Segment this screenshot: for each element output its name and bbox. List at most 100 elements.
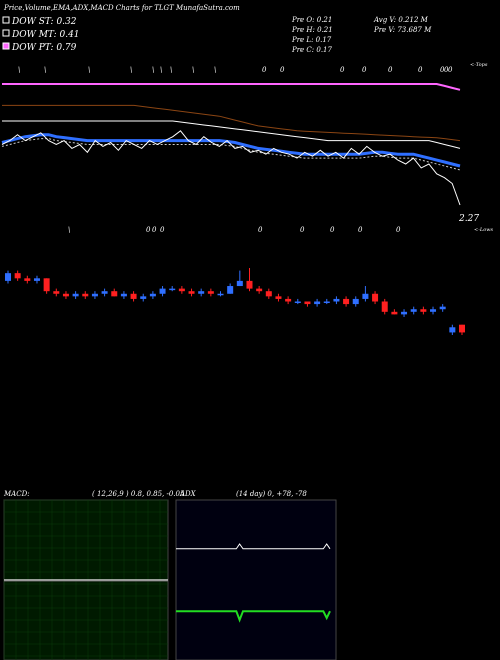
low-marker-row: \ 0 0 0 0 0 0 0 0: [68, 226, 401, 234]
candle-body: [333, 298, 340, 302]
low-marker: 0: [152, 226, 157, 234]
top-marker: 0: [280, 66, 285, 74]
candle-body: [159, 288, 166, 294]
top-marker: 0: [440, 66, 445, 74]
top-marker: 0: [448, 66, 453, 74]
prev-high: Pre H: 0.21: [291, 26, 333, 34]
candle-body: [304, 301, 311, 305]
top-marker: \: [130, 66, 132, 74]
top-marker: \: [160, 66, 162, 74]
candle-body: [33, 278, 40, 281]
legend-swatch-st: [2, 16, 10, 24]
candle-body: [449, 327, 456, 333]
low-marker: 0: [358, 226, 363, 234]
candle-body: [140, 296, 147, 299]
top-marker: 0: [362, 66, 367, 74]
candle-body: [256, 288, 263, 292]
price-info: Pre O: 0.21 Pre H: 0.21 Pre L: 0.17 Pre …: [291, 16, 432, 54]
prev-volume: Pre V: 73.687 M: [373, 26, 432, 34]
legend-dow-mt: DOW MT: 0.41: [11, 30, 80, 40]
candle-body: [178, 288, 185, 292]
candle-body: [5, 273, 11, 281]
candle-body: [62, 293, 69, 297]
top-marker: \: [192, 66, 194, 74]
adx-params: (14 day) 0, +78, -78: [236, 490, 307, 498]
low-marker: 0: [160, 226, 165, 234]
ema-line-2: [2, 120, 461, 149]
candle-body: [207, 291, 214, 294]
candle-body: [275, 296, 282, 299]
candle-body: [169, 288, 176, 291]
top-marker: 0: [418, 66, 423, 74]
candle-body: [410, 309, 417, 312]
candle-body: [430, 309, 437, 312]
candle-body: [352, 298, 359, 305]
top-marker: \: [170, 66, 172, 74]
candle-body: [188, 291, 195, 294]
candle-body: [401, 311, 408, 315]
candle-body: [314, 301, 321, 305]
ema-line-1: [2, 104, 461, 142]
candle-body: [459, 324, 465, 333]
adx-lines: [176, 543, 331, 623]
candlestick-series: [5, 268, 465, 335]
legend-dow-st: DOW ST: 0.32: [11, 17, 77, 27]
candle-body: [439, 306, 446, 310]
macd-title: MACD:: [3, 490, 30, 498]
top-marker: \: [88, 66, 90, 74]
candle-body: [391, 311, 398, 315]
top-marker: 0: [388, 66, 393, 74]
candle-body: [285, 298, 292, 302]
candle-body: [130, 293, 137, 299]
candle-body: [120, 293, 127, 297]
price-ema-lines: [1, 83, 461, 206]
candle-body: [43, 278, 50, 292]
candle-body: [236, 280, 243, 287]
ema-line-5: [1, 130, 461, 206]
top-marker: 0: [340, 66, 345, 74]
candle-body: [91, 293, 98, 297]
candle-body: [323, 301, 330, 303]
legend-swatch-mt: [2, 29, 10, 37]
candle-body: [198, 291, 205, 294]
candle-body: [149, 293, 156, 297]
legend-dow-pt: DOW PT: 0.79: [11, 43, 77, 53]
candle-body: [14, 273, 21, 279]
prev-open: Pre O: 0.21: [291, 16, 332, 24]
top-marker: 0: [444, 66, 449, 74]
low-marker: 0: [300, 226, 305, 234]
candle-body: [72, 293, 79, 297]
low-marker: 0: [396, 226, 401, 234]
top-marker: 0: [262, 66, 267, 74]
ema-line-0: [2, 83, 461, 91]
candle-body: [246, 280, 253, 289]
avg-volume: Avg V: 0.212 M: [373, 16, 429, 24]
candle-body: [420, 309, 427, 312]
candle-body: [372, 293, 379, 302]
adx-panel: ADX (14 day) 0, +78, -78: [175, 490, 337, 660]
top-marker: \: [152, 66, 154, 74]
tops-label: <-Tops: [470, 62, 488, 68]
lows-label: <-Lows: [474, 227, 493, 233]
macd-lines: [4, 579, 168, 582]
candle-body: [111, 291, 118, 297]
candle-body: [294, 301, 301, 303]
adx-line-1: [176, 610, 331, 623]
candle-body: [227, 286, 234, 294]
prev-low: Pre L: 0.17: [291, 36, 332, 44]
candle-body: [343, 298, 350, 305]
ema-line-3: [1, 133, 461, 168]
candle-body: [362, 293, 369, 299]
adx-line-0: [176, 543, 331, 550]
low-marker: 0: [330, 226, 335, 234]
top-marker: \: [18, 66, 20, 74]
macd-panel: MACD: ( 12,26,9 ) 0.8, 0.85, -0.05: [3, 490, 185, 660]
prev-close: Pre C: 0.17: [291, 46, 332, 54]
macd-grid: [3, 499, 168, 660]
low-marker: 0: [146, 226, 151, 234]
last-price-label: 2.27: [458, 214, 479, 224]
candle-body: [53, 291, 60, 294]
candle-body: [265, 291, 272, 297]
chart-title: Price,Volume,EMA,ADX,MACD Charts for TLG…: [3, 4, 240, 12]
